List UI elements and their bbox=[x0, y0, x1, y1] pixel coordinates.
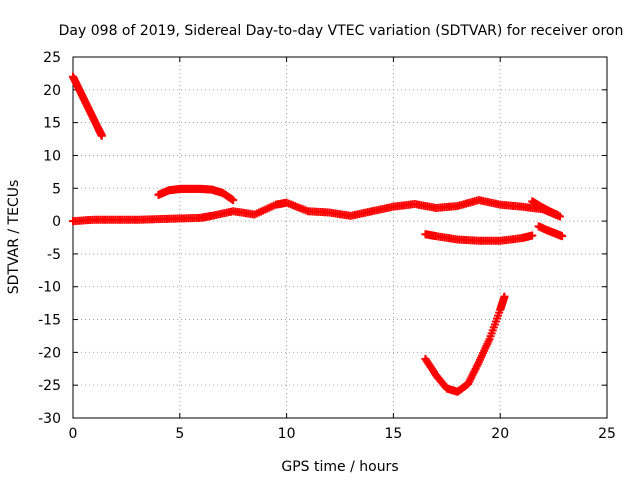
data-series-arc-4 bbox=[421, 230, 537, 245]
y-tick-label: -5 bbox=[47, 247, 61, 263]
y-tick-label: 5 bbox=[52, 181, 61, 197]
x-tick-label: 0 bbox=[69, 426, 78, 442]
y-tick-label: -10 bbox=[38, 280, 61, 296]
y-tick-label: 15 bbox=[43, 116, 61, 132]
x-tick-label: 5 bbox=[175, 426, 184, 442]
y-axis-label: SDTVAR / TECUs bbox=[6, 180, 22, 295]
x-tick-label: 20 bbox=[491, 426, 509, 442]
y-tick-labels: 25 20 15 10 5 0 -5 -10 -15 -20 -25 -30 bbox=[38, 50, 61, 427]
x-tick-label: 15 bbox=[384, 426, 402, 442]
data-point bbox=[528, 231, 537, 240]
data-series-arc-7 bbox=[421, 292, 509, 396]
x-tick-label: 25 bbox=[598, 426, 616, 442]
x-axis-label: GPS time / hours bbox=[281, 459, 398, 475]
data-point bbox=[553, 211, 562, 220]
data-points bbox=[69, 72, 567, 396]
data-point bbox=[97, 131, 106, 140]
y-tick-label: 10 bbox=[43, 148, 61, 164]
y-tick-label: -20 bbox=[38, 345, 61, 361]
chart-title: Day 098 of 2019, Sidereal Day-to-day VTE… bbox=[59, 23, 624, 39]
axis-ticks bbox=[72, 56, 608, 419]
data-series-arc-3 bbox=[154, 184, 238, 205]
y-tick-label: 20 bbox=[43, 83, 61, 99]
y-tick-label: 0 bbox=[52, 214, 61, 230]
grid-lines bbox=[73, 57, 607, 418]
data-series-arc-6 bbox=[534, 222, 567, 241]
data-series-arc-1 bbox=[69, 72, 106, 140]
x-tick-label: 10 bbox=[278, 426, 296, 442]
data-point bbox=[229, 196, 238, 205]
y-tick-label: -30 bbox=[38, 411, 61, 427]
y-tick-label: -15 bbox=[38, 313, 61, 329]
data-series-arc-5 bbox=[528, 197, 562, 220]
y-tick-label: -25 bbox=[38, 378, 61, 394]
data-point bbox=[500, 292, 509, 301]
plot-frame bbox=[72, 56, 608, 419]
data-point bbox=[558, 232, 567, 241]
y-tick-label: 25 bbox=[43, 50, 61, 66]
x-tick-labels: 0 5 10 15 20 25 bbox=[69, 426, 616, 442]
